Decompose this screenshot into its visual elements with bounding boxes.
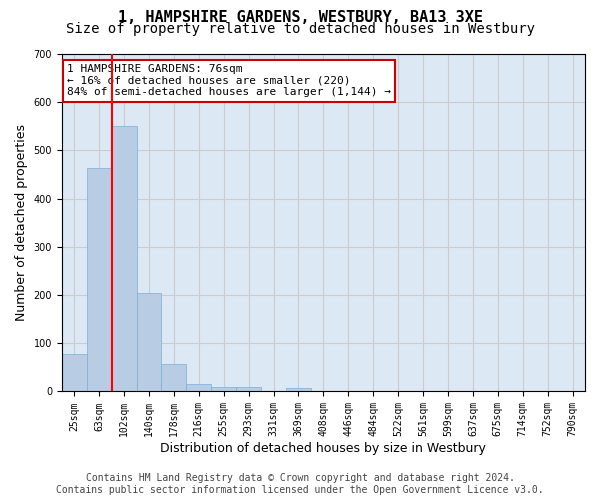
- Bar: [286, 388, 311, 392]
- Y-axis label: Number of detached properties: Number of detached properties: [15, 124, 28, 321]
- Text: Contains HM Land Registry data © Crown copyright and database right 2024.
Contai: Contains HM Land Registry data © Crown c…: [56, 474, 544, 495]
- Bar: [187, 384, 211, 392]
- Text: Size of property relative to detached houses in Westbury: Size of property relative to detached ho…: [65, 22, 535, 36]
- Bar: [236, 386, 261, 392]
- Bar: [62, 354, 86, 392]
- Bar: [161, 364, 187, 392]
- Text: 1 HAMPSHIRE GARDENS: 76sqm
← 16% of detached houses are smaller (220)
84% of sem: 1 HAMPSHIRE GARDENS: 76sqm ← 16% of deta…: [67, 64, 391, 98]
- Bar: [137, 293, 161, 392]
- Bar: [211, 386, 236, 392]
- Bar: [86, 168, 112, 392]
- X-axis label: Distribution of detached houses by size in Westbury: Distribution of detached houses by size …: [160, 442, 487, 455]
- Text: 1, HAMPSHIRE GARDENS, WESTBURY, BA13 3XE: 1, HAMPSHIRE GARDENS, WESTBURY, BA13 3XE: [118, 10, 482, 25]
- Bar: [112, 126, 137, 392]
